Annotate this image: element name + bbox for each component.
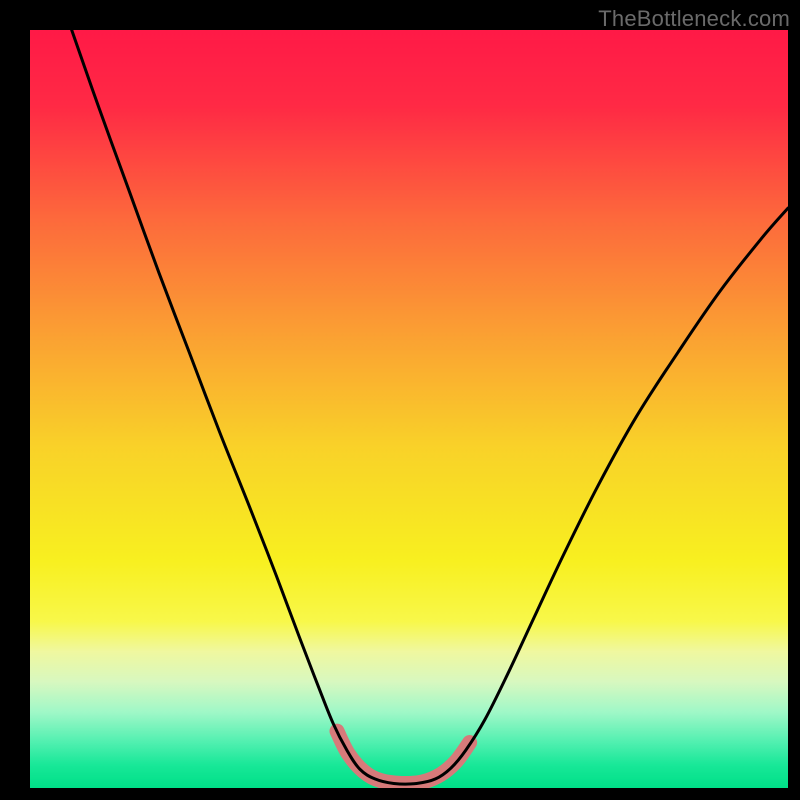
plot-area (30, 30, 788, 788)
curve-overlay (30, 30, 788, 788)
highlight-segment (337, 731, 470, 783)
watermark-text: TheBottleneck.com (598, 6, 790, 32)
main-curve (72, 30, 788, 784)
chart-container: TheBottleneck.com (0, 0, 800, 800)
